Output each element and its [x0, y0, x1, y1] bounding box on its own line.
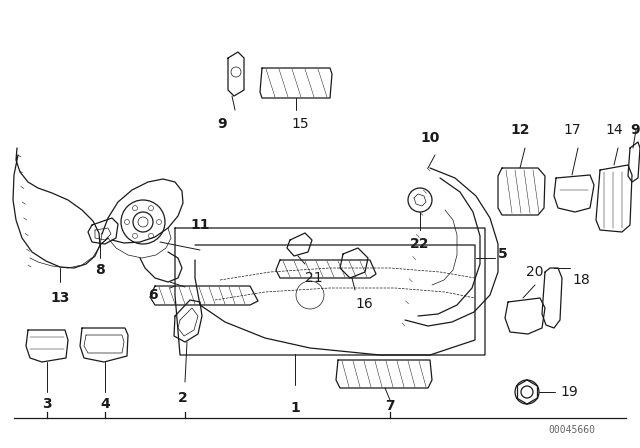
Text: 3: 3 [42, 397, 52, 411]
Text: 21: 21 [305, 271, 323, 285]
Text: 18: 18 [572, 273, 589, 287]
Text: 11: 11 [190, 218, 210, 232]
Text: 8: 8 [95, 263, 105, 277]
Text: 13: 13 [51, 291, 70, 305]
Text: 4: 4 [100, 397, 110, 411]
Text: 1: 1 [290, 401, 300, 415]
Text: 7: 7 [385, 399, 395, 413]
Text: 00045660: 00045660 [548, 425, 595, 435]
Text: 15: 15 [291, 117, 309, 131]
Text: 5: 5 [498, 247, 508, 261]
Text: 9: 9 [217, 117, 227, 131]
Text: 10: 10 [420, 131, 440, 145]
Text: 12: 12 [510, 123, 530, 137]
Text: 20: 20 [526, 265, 544, 279]
Text: 17: 17 [563, 123, 581, 137]
Text: 19: 19 [560, 385, 578, 399]
Text: 6: 6 [148, 288, 158, 302]
Text: 2: 2 [178, 391, 188, 405]
Text: 16: 16 [355, 297, 372, 311]
Text: 14: 14 [605, 123, 623, 137]
Text: 22: 22 [410, 237, 429, 251]
Text: 9: 9 [630, 123, 640, 137]
